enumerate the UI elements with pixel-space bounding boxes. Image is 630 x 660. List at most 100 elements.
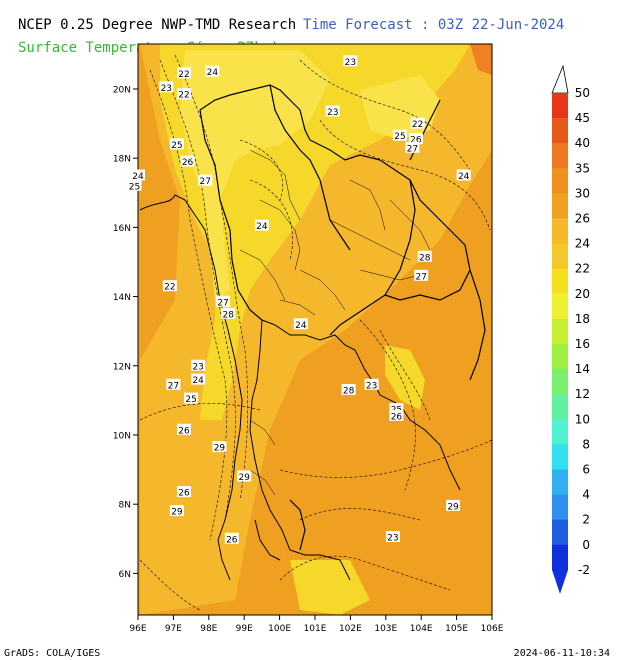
- colorbar-swatch: [552, 93, 568, 119]
- contour-label-box: [191, 359, 206, 371]
- contour-label: 24: [256, 222, 268, 232]
- contour-label-box: [215, 295, 230, 307]
- contour-label-box: [456, 169, 471, 181]
- colorbar-label: 8: [582, 437, 590, 451]
- colorbar-label: 45: [575, 111, 590, 125]
- contour-label-box: [184, 392, 199, 404]
- contour-label-box: [408, 133, 423, 145]
- contour-label: 26: [178, 489, 190, 499]
- colorbar-swatch: [552, 318, 568, 345]
- colorbar-swatch: [552, 168, 568, 194]
- colorbar-swatch: [552, 369, 568, 395]
- provinces: [239, 149, 431, 496]
- lon-tick-label: 104E: [410, 624, 433, 634]
- colorbar-swatch: [552, 268, 568, 295]
- contour-label: 27: [200, 177, 211, 187]
- contour-label-box: [159, 81, 174, 93]
- contour-label-box: [389, 409, 404, 421]
- lon-axis: 96E 97E 98E 99E 100E 101E 102E 103E 104E 105E 106E: [129, 615, 504, 634]
- contour-label-box: [177, 67, 192, 79]
- footer-left: GrADS: COLA/IGES: [4, 648, 101, 659]
- colorbar-label: 14: [575, 362, 590, 376]
- lat-axis: 20N 18N 16N 14N 12N 10N 8N 6N: [113, 85, 138, 580]
- contour-label: 26: [391, 412, 403, 422]
- contour-label: 22: [178, 70, 189, 80]
- colorbar-swatch: [552, 293, 568, 320]
- contour-label-box: [414, 269, 429, 281]
- colorbar-label: 20: [575, 287, 590, 301]
- colorbar-swatch: [552, 544, 568, 571]
- contour-label: 23: [161, 84, 172, 94]
- colorbar-label: 16: [575, 337, 590, 351]
- contour-label-box: [385, 531, 400, 543]
- contour-label-box: [325, 105, 340, 117]
- lon-tick-label: 103E: [374, 624, 397, 634]
- lat-tick-label: 16N: [113, 224, 131, 234]
- contour-label: 27: [415, 272, 426, 282]
- colorbar-label: 12: [575, 387, 590, 401]
- contour-label: 24: [192, 376, 204, 386]
- contour-label-box: [410, 117, 425, 129]
- colorbar-swatch: [552, 394, 568, 420]
- contour-label-box: [191, 373, 206, 385]
- contour-label: 29: [171, 508, 183, 518]
- contour-label: 26: [410, 136, 422, 146]
- contour-label: 23: [387, 534, 398, 544]
- contour-label-box: [212, 441, 227, 453]
- contour-label-box: [177, 88, 192, 100]
- contour-label-box: [205, 65, 220, 77]
- colorbar-swatch: [552, 519, 568, 546]
- colorbar-swatch: [552, 193, 568, 219]
- colorbar-label: 50: [575, 86, 590, 100]
- contour-label-box: [389, 403, 404, 415]
- contour-label-box: [417, 250, 432, 262]
- contour-label-box: [177, 423, 192, 435]
- contour-label: 22: [164, 283, 175, 293]
- lon-tick-label: 99E: [236, 624, 253, 634]
- contour-label: 25: [171, 141, 182, 151]
- contour-label-box: [169, 505, 184, 517]
- contour-label: 23: [345, 58, 356, 68]
- colorbar-swatch: [552, 118, 568, 144]
- borders: [199, 84, 486, 551]
- colorbar-label: 22: [575, 262, 590, 276]
- contour-label: 23: [327, 108, 338, 118]
- contour-label-box: [166, 378, 181, 390]
- colorbar-label: 18: [575, 312, 590, 326]
- colorbar-swatch: [552, 218, 568, 245]
- contour-label: 24: [207, 68, 219, 78]
- contour-label: 28: [419, 253, 431, 263]
- contour-label: 25: [394, 132, 405, 142]
- contour-label: 26: [178, 426, 190, 436]
- colorbar-label: 40: [575, 136, 590, 150]
- colorbar-label: 24: [575, 237, 590, 251]
- contour-label: 24: [295, 321, 307, 331]
- contour-label: 27: [407, 144, 418, 154]
- lon-tick-label: 106E: [481, 624, 504, 634]
- colorbar-top-arrow: [551, 64, 569, 94]
- contour-label-box: [405, 141, 420, 153]
- lon-tick-label: 102E: [339, 624, 362, 634]
- colorbar-label: 2: [582, 513, 590, 527]
- contour-label: 23: [192, 362, 203, 372]
- colorbar-label: 30: [575, 186, 590, 200]
- contour-label: 22: [412, 120, 423, 130]
- lon-tick-label: 96E: [129, 624, 146, 634]
- contour-label-box: [392, 129, 407, 141]
- colorbar-swatch: [552, 469, 568, 496]
- lon-tick-label: 98E: [200, 624, 217, 634]
- contour-label-box: [293, 318, 308, 330]
- contour-label-box: [198, 174, 213, 186]
- colorbar-swatch: [552, 494, 568, 521]
- colorbar-bottom-arrow: [552, 569, 568, 594]
- contour-label-box: [237, 470, 252, 482]
- contour-label: 29: [447, 502, 459, 512]
- lon-tick-label: 97E: [165, 624, 182, 634]
- contour-label-box: [254, 219, 269, 231]
- contour-label-box: [224, 532, 239, 544]
- contour-label-box: [341, 384, 356, 395]
- colorbar-label: 4: [582, 488, 590, 502]
- contour-label: 22: [178, 91, 189, 101]
